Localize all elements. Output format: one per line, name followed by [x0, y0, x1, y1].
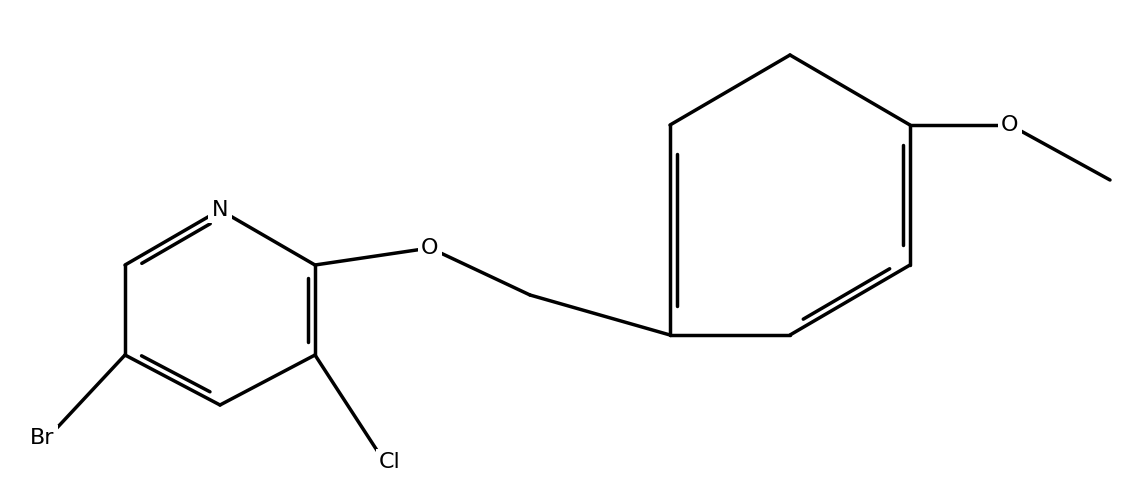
Text: O: O: [421, 238, 439, 258]
Text: O: O: [1001, 115, 1019, 135]
Text: Cl: Cl: [379, 452, 401, 472]
Text: N: N: [212, 200, 228, 220]
Text: Br: Br: [30, 428, 54, 448]
